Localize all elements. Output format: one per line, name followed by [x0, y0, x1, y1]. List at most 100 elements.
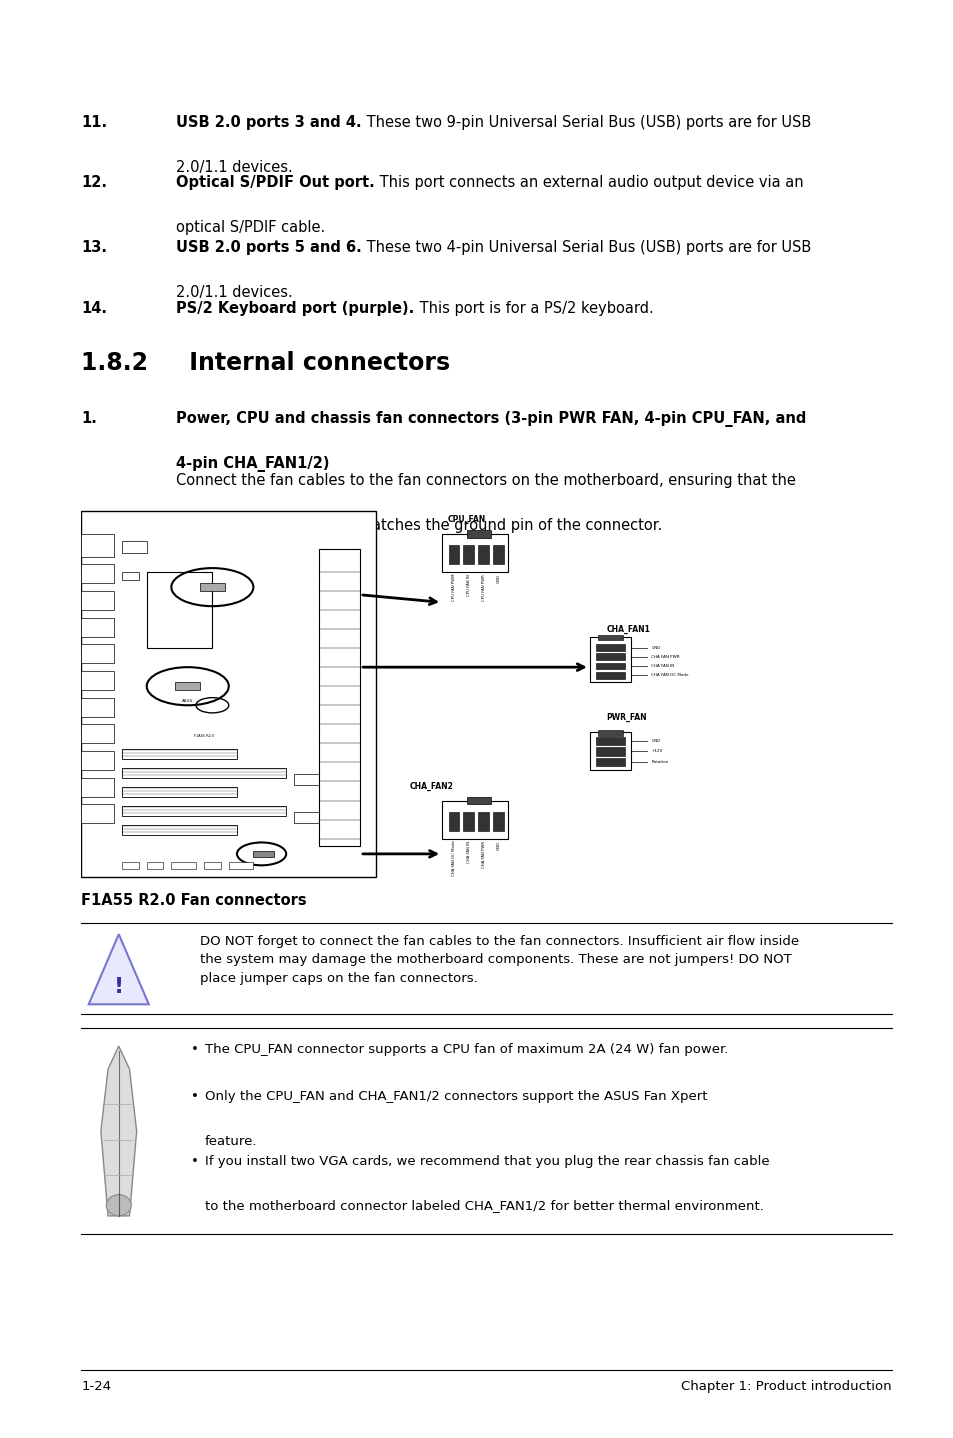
Bar: [122, 825, 236, 835]
Bar: [122, 861, 138, 869]
Bar: [172, 861, 195, 869]
Text: feature.: feature.: [205, 1135, 257, 1148]
Text: Power, CPU and chassis fan connectors (3-pin PWR FAN, 4-pin CPU_FAN, and: Power, CPU and chassis fan connectors (3…: [176, 411, 806, 427]
Text: black wire of each cable matches the ground pin of the connector.: black wire of each cable matches the gro…: [176, 518, 662, 532]
Bar: [448, 545, 458, 564]
Bar: [318, 549, 359, 846]
Text: optical S/PDIF cable.: optical S/PDIF cable.: [176, 220, 325, 234]
Text: If you install two VGA cards, we recommend that you plug the rear chassis fan ca: If you install two VGA cards, we recomme…: [205, 1155, 769, 1168]
Text: 13.: 13.: [81, 240, 107, 255]
Text: F1A55 R2.0: F1A55 R2.0: [193, 733, 214, 738]
Text: CHA FAN DC Mode: CHA FAN DC Mode: [651, 673, 688, 677]
Bar: [204, 861, 220, 869]
Bar: [81, 751, 113, 771]
Text: GND: GND: [651, 646, 660, 650]
Bar: [589, 732, 630, 771]
Bar: [81, 725, 113, 743]
Text: This port connects an external audio output device via an: This port connects an external audio out…: [375, 175, 803, 190]
Bar: [596, 736, 624, 745]
Text: GND: GND: [497, 574, 500, 582]
Text: •: •: [191, 1155, 198, 1168]
Bar: [81, 672, 113, 690]
Bar: [81, 533, 113, 557]
Text: These two 4-pin Universal Serial Bus (USB) ports are for USB: These two 4-pin Universal Serial Bus (US…: [362, 240, 811, 255]
Text: CPU FAN PWR: CPU FAN PWR: [481, 574, 485, 601]
Text: 12.: 12.: [81, 175, 107, 190]
Text: CPU FAN IN: CPU FAN IN: [467, 574, 471, 595]
Bar: [122, 541, 147, 552]
Bar: [81, 804, 113, 824]
Text: CHA FAN DC Mode: CHA FAN DC Mode: [452, 841, 456, 876]
Text: These two 9-pin Universal Serial Bus (USB) ports are for USB: These two 9-pin Universal Serial Bus (US…: [362, 115, 810, 129]
Bar: [81, 697, 113, 716]
Bar: [122, 572, 138, 580]
Bar: [294, 812, 327, 824]
Text: CHA_FAN1: CHA_FAN1: [605, 626, 649, 634]
Text: Optical S/PDIF Out port.: Optical S/PDIF Out port.: [176, 175, 375, 190]
Ellipse shape: [106, 1195, 132, 1217]
Bar: [122, 768, 286, 778]
Bar: [122, 787, 236, 797]
Bar: [200, 584, 225, 591]
Bar: [441, 533, 507, 572]
Text: CPU_FAN: CPU_FAN: [447, 515, 485, 523]
Text: USB 2.0 ports 3 and 4.: USB 2.0 ports 3 and 4.: [176, 115, 362, 129]
Text: 2.0/1.1 devices.: 2.0/1.1 devices.: [176, 285, 293, 299]
Polygon shape: [89, 935, 149, 1004]
Bar: [122, 807, 286, 815]
Bar: [122, 749, 236, 759]
Text: 1-24: 1-24: [81, 1380, 112, 1393]
Bar: [596, 653, 624, 660]
Bar: [493, 545, 503, 564]
Text: CHA FAN PWR: CHA FAN PWR: [481, 841, 485, 867]
Polygon shape: [101, 1045, 136, 1217]
Text: This port is for a PS/2 keyboard.: This port is for a PS/2 keyboard.: [415, 301, 653, 315]
Bar: [493, 812, 503, 831]
Text: GND: GND: [497, 841, 500, 850]
Text: Chapter 1: Product introduction: Chapter 1: Product introduction: [680, 1380, 891, 1393]
Bar: [81, 618, 113, 637]
Bar: [147, 572, 213, 649]
Text: 14.: 14.: [81, 301, 107, 315]
Text: 4-pin CHA_FAN1/2): 4-pin CHA_FAN1/2): [176, 456, 330, 472]
Bar: [596, 663, 624, 670]
Bar: [294, 774, 327, 785]
Text: ASUS: ASUS: [182, 699, 193, 703]
Bar: [598, 731, 622, 736]
Text: PWR_FAN: PWR_FAN: [605, 713, 646, 722]
Bar: [81, 644, 113, 663]
Bar: [596, 748, 624, 755]
Bar: [229, 861, 253, 869]
Bar: [175, 683, 200, 690]
Bar: [81, 510, 376, 877]
Bar: [253, 851, 274, 857]
Text: DO NOT forget to connect the fan cables to the fan connectors. Insufficient air : DO NOT forget to connect the fan cables …: [200, 935, 799, 985]
Bar: [596, 672, 624, 679]
Bar: [596, 644, 624, 651]
Bar: [81, 778, 113, 797]
Text: Rotation: Rotation: [651, 761, 668, 764]
Bar: [441, 801, 507, 838]
Text: 1.8.2     Internal connectors: 1.8.2 Internal connectors: [81, 351, 450, 375]
Text: 2.0/1.1 devices.: 2.0/1.1 devices.: [176, 160, 293, 174]
Text: F1A55 R2.0 Fan connectors: F1A55 R2.0 Fan connectors: [81, 893, 307, 907]
Text: •: •: [191, 1043, 198, 1055]
Text: GND: GND: [651, 739, 660, 742]
Text: The CPU_FAN connector supports a CPU fan of maximum 2A (24 W) fan power.: The CPU_FAN connector supports a CPU fan…: [205, 1043, 728, 1055]
Text: PS/2 Keyboard port (purple).: PS/2 Keyboard port (purple).: [176, 301, 415, 315]
Bar: [598, 634, 622, 640]
Text: +12V: +12V: [651, 749, 662, 754]
Bar: [466, 531, 491, 538]
Text: CPU FAN PWM: CPU FAN PWM: [452, 574, 456, 601]
Bar: [589, 637, 630, 683]
Text: CHA FAN PWR: CHA FAN PWR: [651, 654, 679, 659]
Bar: [81, 564, 113, 584]
Bar: [477, 812, 488, 831]
Text: USB 2.0 ports 5 and 6.: USB 2.0 ports 5 and 6.: [176, 240, 362, 255]
Text: 11.: 11.: [81, 115, 107, 129]
Text: CHA_FAN2: CHA_FAN2: [409, 781, 453, 791]
Bar: [147, 861, 163, 869]
Bar: [463, 812, 474, 831]
Bar: [466, 797, 491, 804]
Text: CHA FAN IN: CHA FAN IN: [467, 841, 471, 863]
